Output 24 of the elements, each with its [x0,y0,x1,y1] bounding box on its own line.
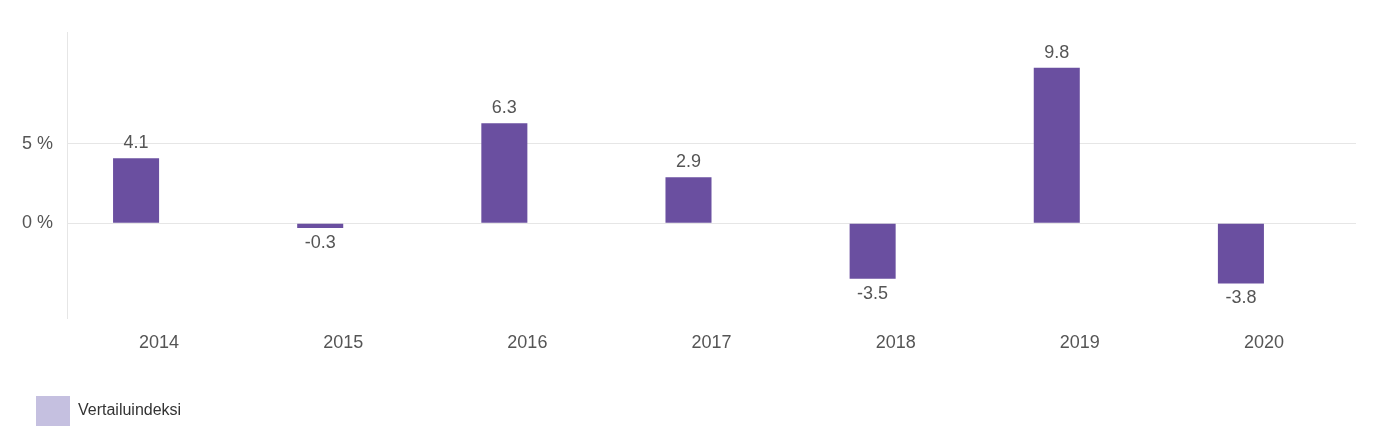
bar [113,158,160,223]
y-tick-label: 5 % [21,132,54,153]
x-tick-label: 2016 [507,332,548,353]
legend-label: Vertailuindeksi [78,401,182,419]
x-tick-label: 2019 [1059,332,1100,353]
x-tick-label: 2020 [1243,332,1284,353]
x-tick-label: 2017 [691,332,732,353]
x-tick-label: 2014 [139,332,180,353]
bar [1217,223,1264,284]
data-label: 2.9 [675,151,702,172]
bar [481,123,528,223]
x-tick-label: 2015 [323,332,364,353]
data-label: 9.8 [1044,41,1070,62]
data-label: -0.3 [304,231,336,252]
data-label: -3.5 [857,282,889,303]
data-label: 6.3 [491,97,517,118]
bar [297,223,344,228]
y-tick-label: 0 % [21,212,54,233]
bar [665,177,712,223]
bar [1033,67,1080,223]
data-label: -3.8 [1225,287,1257,308]
bar [849,223,896,279]
data-label: 4.1 [123,132,149,153]
x-tick-label: 2018 [875,332,916,353]
